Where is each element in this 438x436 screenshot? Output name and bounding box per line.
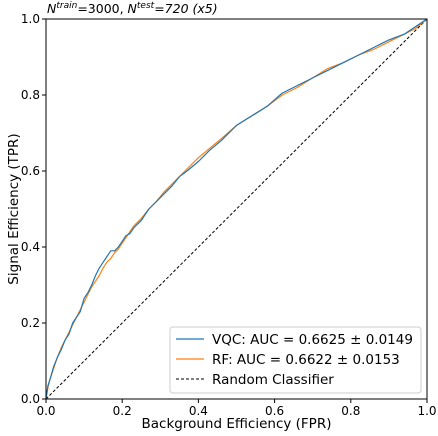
x-tick-label: 0.4 bbox=[189, 404, 208, 418]
roc-curves bbox=[46, 19, 427, 399]
title-eq2: =720 (x5) bbox=[154, 1, 217, 16]
chart-title: Ntrain=3000, Ntest=720 (x5) bbox=[47, 1, 218, 16]
title-train-sup: train bbox=[56, 1, 77, 11]
series-line-vqc bbox=[46, 19, 427, 399]
title-n1: N bbox=[47, 1, 57, 16]
y-tick-label: 1.0 bbox=[21, 12, 40, 26]
x-axis-label: Background Efficiency (FPR) bbox=[142, 416, 332, 432]
x-tick-label: 1.0 bbox=[417, 404, 436, 418]
x-axis-ticks: 0.0 0.2 0.4 0.6 0.8 1.0 bbox=[36, 399, 437, 418]
y-tick-label: 0.4 bbox=[21, 240, 40, 254]
plot-frame bbox=[45, 18, 428, 400]
x-tick-label: 0.8 bbox=[341, 404, 360, 418]
legend-label-vqc: VQC: AUC = 0.6625 ± 0.0149 bbox=[212, 332, 413, 348]
x-tick-label: 0.6 bbox=[265, 404, 284, 418]
y-axis-label: Signal Efficiency (TPR) bbox=[6, 133, 22, 284]
x-tick-label: 0.2 bbox=[113, 404, 132, 418]
title-eq1: =3000, bbox=[77, 1, 127, 16]
title-n2: N bbox=[128, 1, 138, 16]
y-tick-label: 0.2 bbox=[21, 316, 40, 330]
legend: VQC: AUC = 0.6625 ± 0.0149 RF: AUC = 0.6… bbox=[169, 326, 422, 394]
legend-label-rf: RF: AUC = 0.6622 ± 0.0153 bbox=[212, 352, 400, 368]
y-tick-label: 0.8 bbox=[21, 88, 40, 102]
y-axis-ticks: 0.0 0.2 0.4 0.6 0.8 1.0 bbox=[21, 12, 46, 406]
y-tick-label: 0.6 bbox=[21, 164, 40, 178]
y-tick-label: 0.0 bbox=[21, 392, 40, 406]
legend-label-random: Random Classifier bbox=[212, 372, 334, 388]
legend-box bbox=[169, 326, 422, 394]
x-tick-label: 0.0 bbox=[36, 404, 55, 418]
title-test-sup: test bbox=[137, 1, 155, 11]
